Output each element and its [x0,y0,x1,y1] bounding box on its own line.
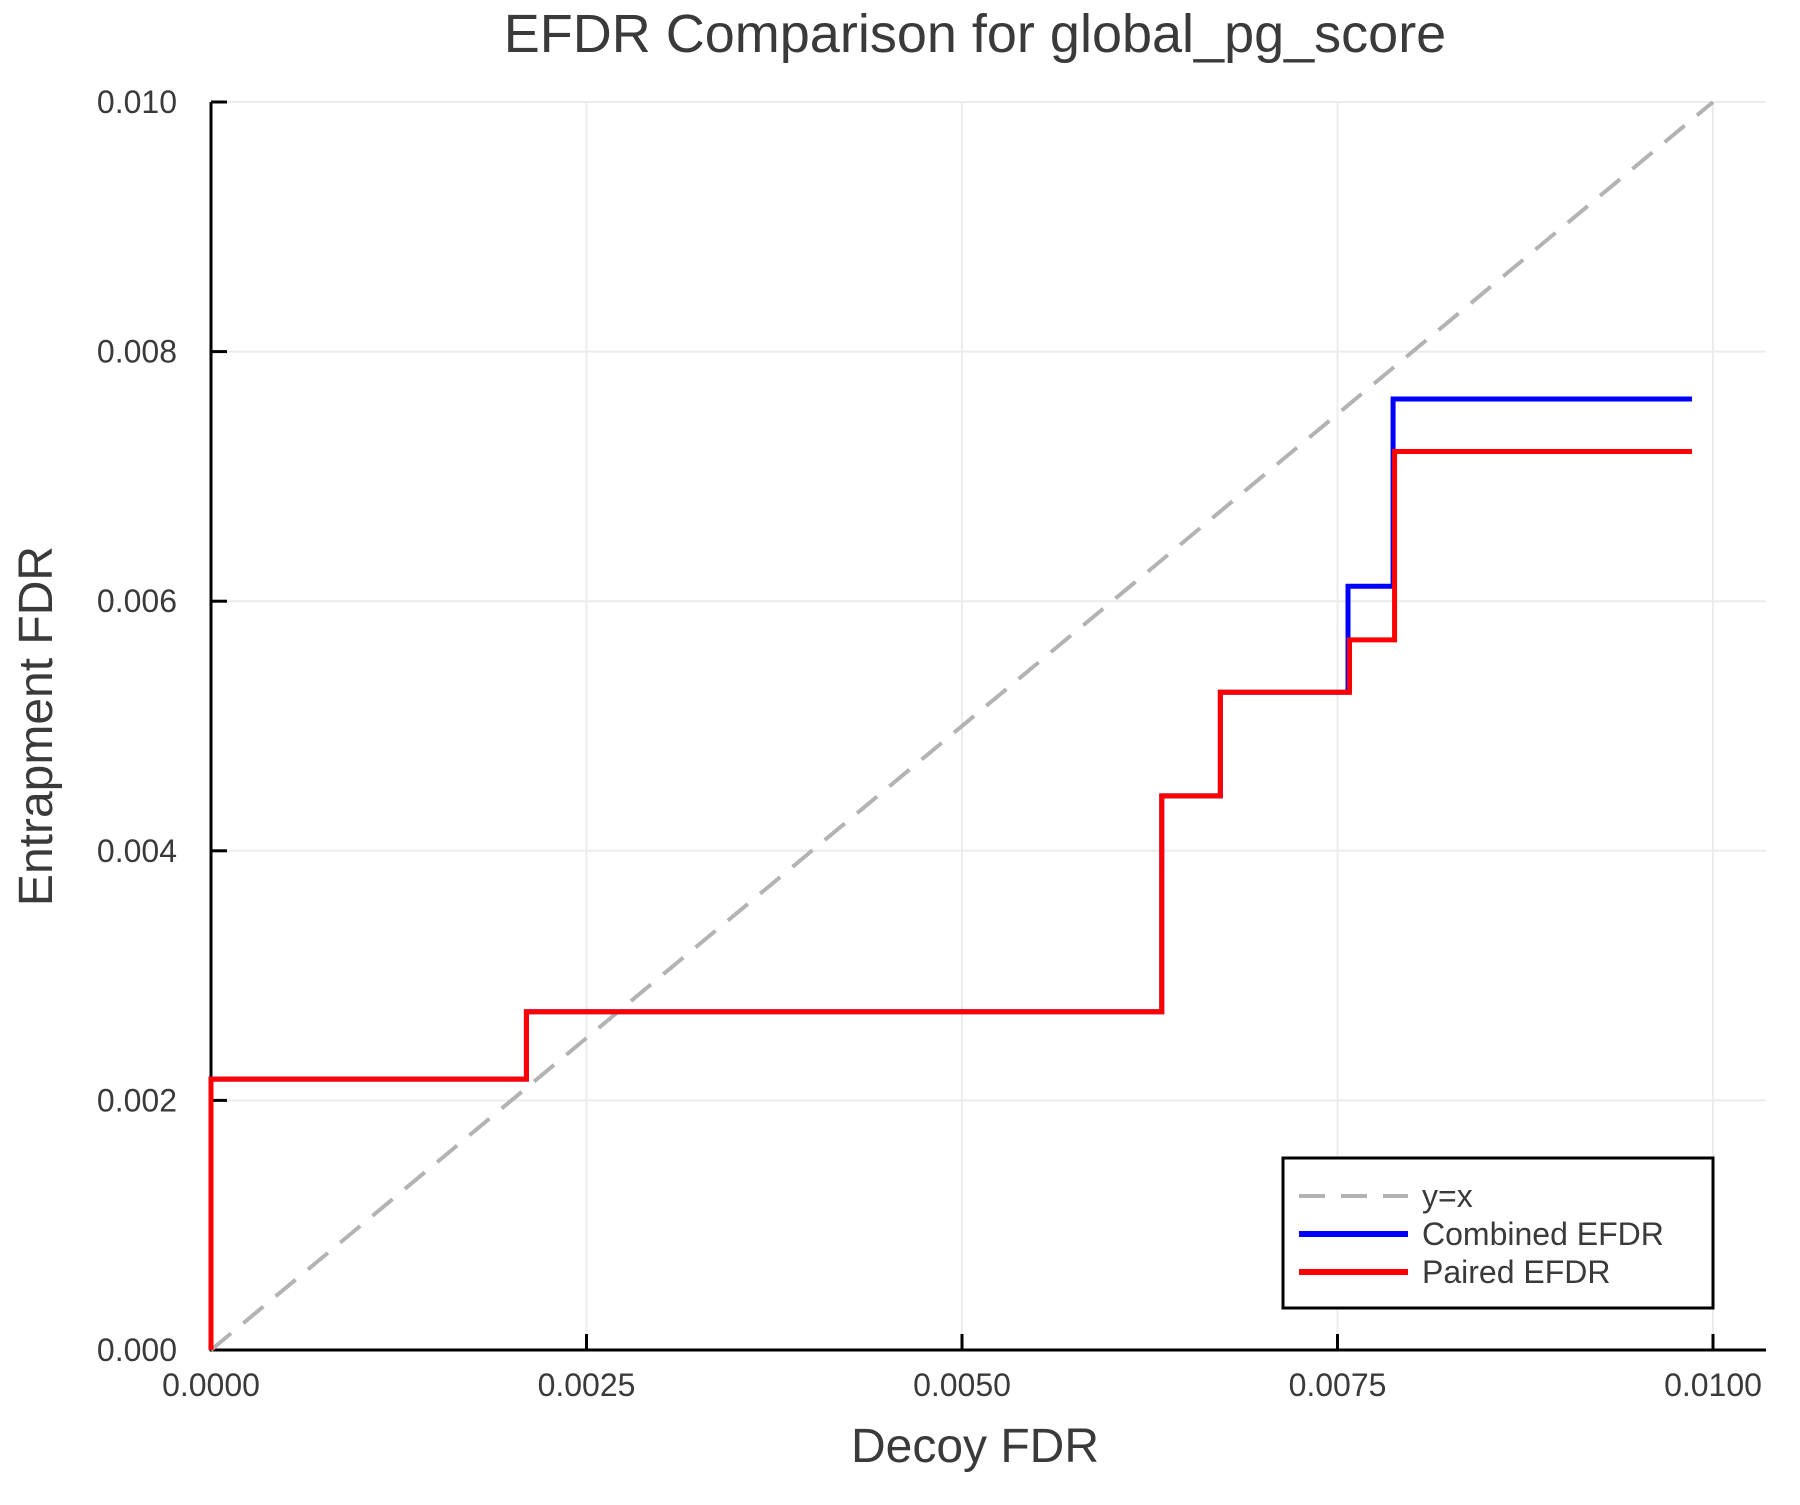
legend-label: Combined EFDR [1422,1216,1664,1252]
x-tick-label: 0.0025 [538,1367,636,1403]
x-tick-label: 0.0075 [1289,1367,1387,1403]
series-line-y-x [209,100,1715,1352]
y-tick-label: 0.002 [97,1082,177,1118]
chart-title: EFDR Comparison for global_pg_score [504,4,1446,64]
tick-labels: 0.0000 0.0025 0.0050 0.0075 0.0100 0.000 0.002… [97,84,1762,1403]
y-tick-label: 0.004 [97,833,177,869]
y-axis-label: Entrapment FDR [10,546,63,906]
x-axis-label: Decoy FDR [851,1420,1099,1473]
x-tick-label: 0.0050 [913,1367,1011,1403]
y-tick-label: 0.010 [97,84,177,120]
y-tick-label: 0.006 [97,583,177,619]
legend-label: Paired EFDR [1422,1254,1611,1290]
series-lines [208,100,1715,1352]
x-tick-label: 0.0100 [1664,1367,1762,1403]
series-line-paired-efdr [208,448,1692,1350]
y-tick-label: 0.008 [97,334,177,370]
y-tick-label: 0.000 [97,1332,177,1368]
legend-label: y=x [1422,1178,1473,1214]
x-tick-label: 0.0000 [162,1367,260,1403]
